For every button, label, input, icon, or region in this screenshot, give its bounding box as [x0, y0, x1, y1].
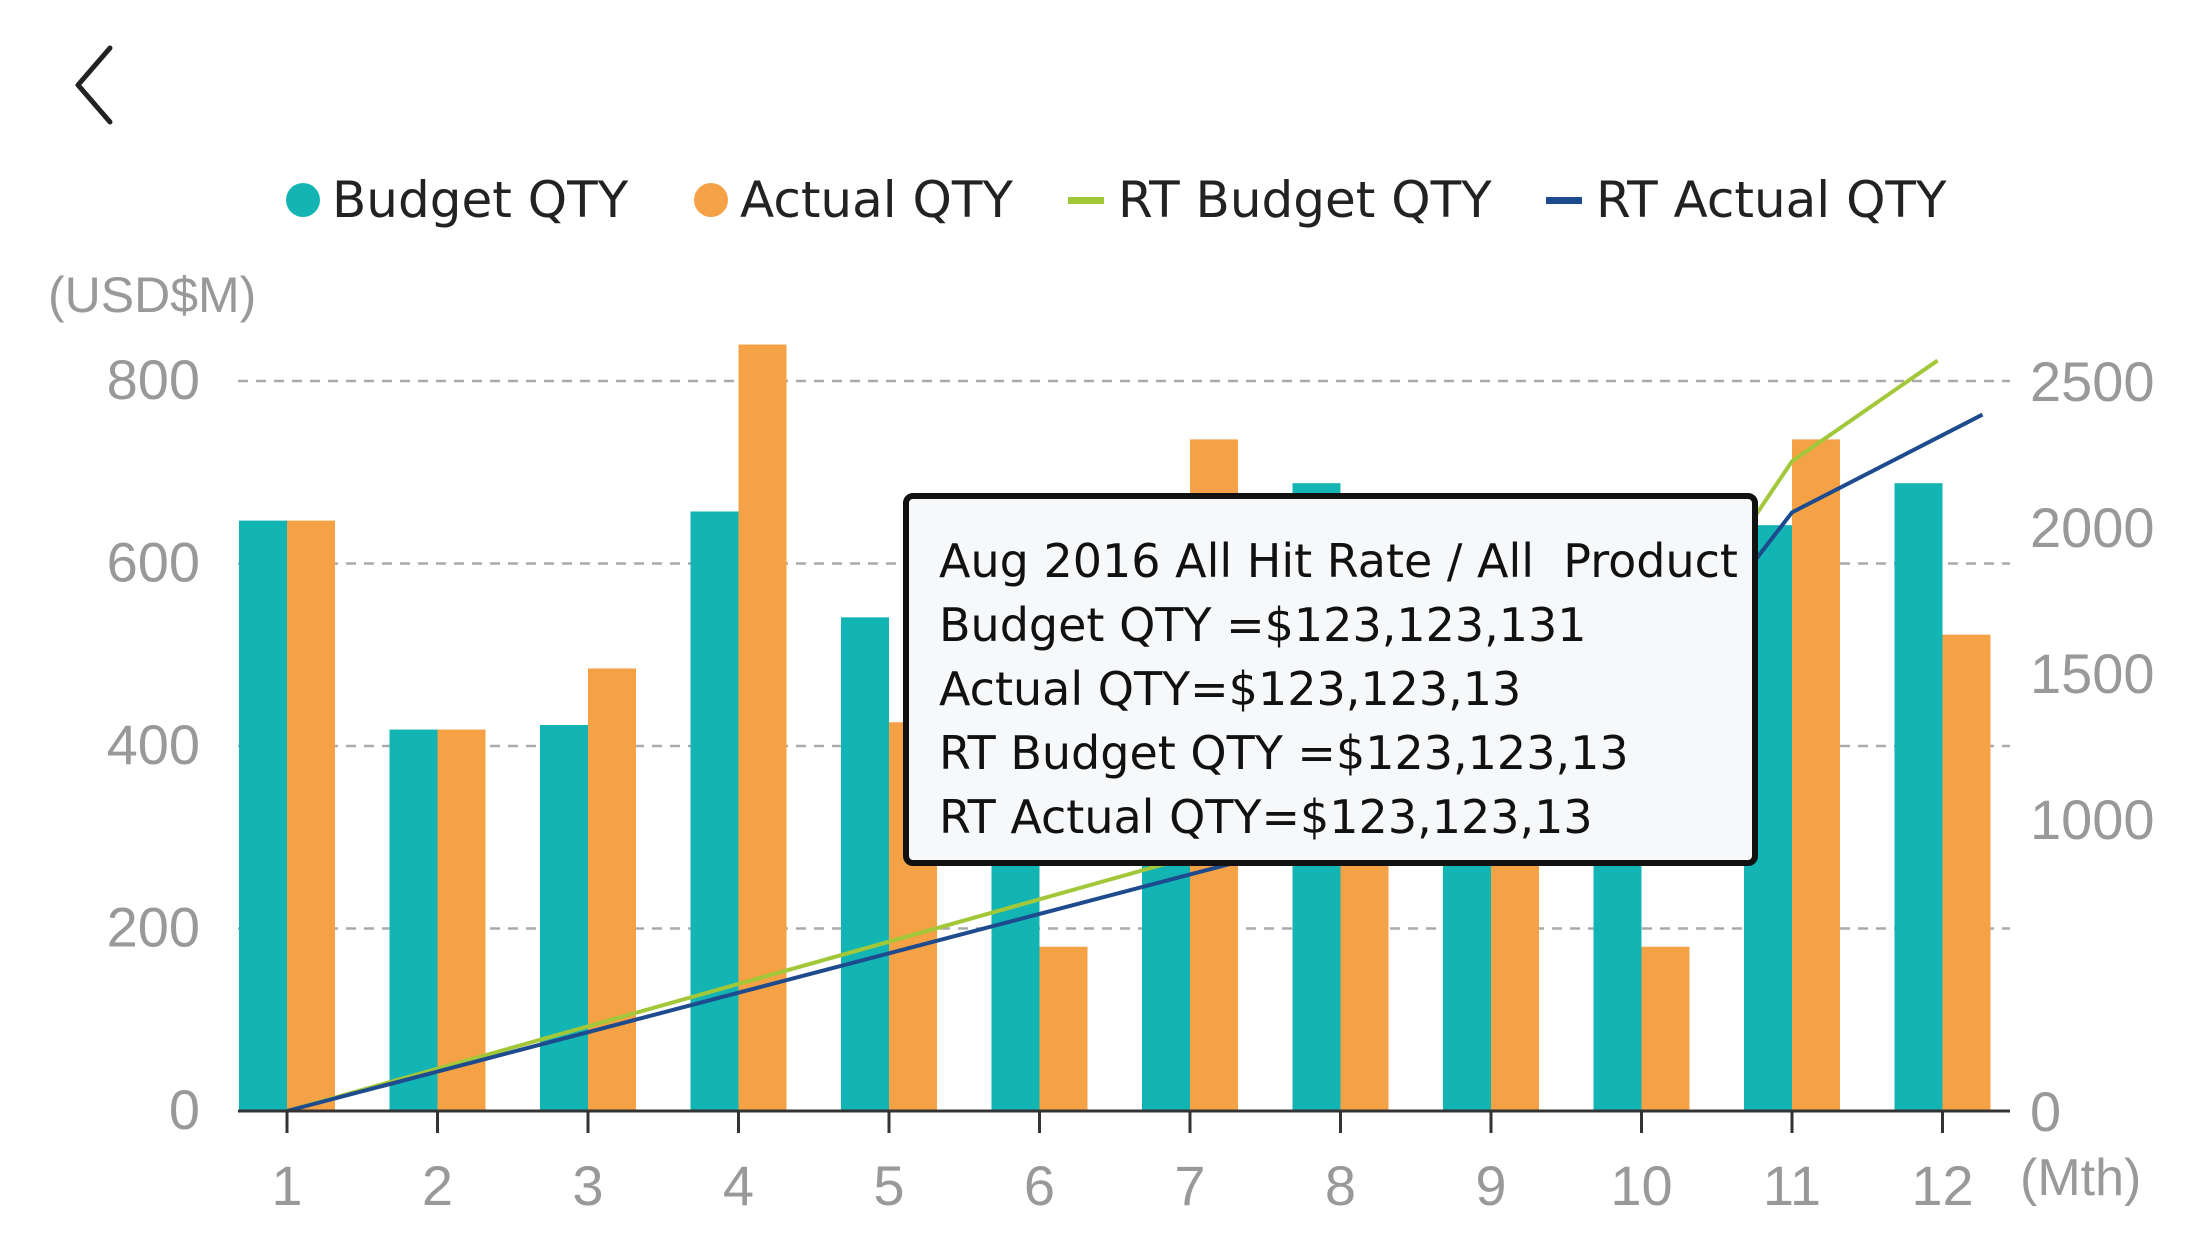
- x-axis-tick-label: 6: [1024, 1154, 1055, 1217]
- bar-budget-qty: [841, 617, 889, 1111]
- x-axis-tick-label: 2: [422, 1154, 453, 1217]
- tooltip-rt-actual-qty: RT Actual QTY=$123,123,13: [939, 790, 1593, 844]
- bar-actual-qty: [1641, 946, 1690, 1111]
- legend-item-budget-qty[interactable]: Budget QTY: [286, 160, 628, 240]
- bar-actual-qty: [287, 520, 335, 1111]
- tooltip-rt-budget-qty: RT Budget QTY =$123,123,13: [939, 726, 1629, 780]
- bar-budget-qty: [690, 511, 739, 1111]
- bar-actual-qty: [1340, 837, 1389, 1111]
- legend-marker-budget-qty: [286, 183, 320, 217]
- right-axis-tick-label: 1000: [2030, 788, 2155, 851]
- legend-item-actual-qty[interactable]: Actual QTY: [694, 160, 1013, 240]
- bar-actual-qty: [437, 729, 486, 1111]
- tooltip-budget-qty: Budget QTY =$123,123,131: [939, 598, 1587, 652]
- left-axis-tick-label: 800: [107, 348, 200, 411]
- legend-label: Actual QTY: [740, 171, 1013, 229]
- left-axis-unit-label: (USD$M): [48, 267, 256, 323]
- bar-budget-qty: [991, 828, 1040, 1111]
- x-axis-tick-label: 1: [271, 1154, 302, 1217]
- right-axis-tick-label: 2000: [2030, 496, 2155, 559]
- left-axis-tick-label: 0: [169, 1078, 200, 1141]
- chart-legend: Budget QTY Actual QTY RT Budget QTY RT A…: [0, 160, 2208, 240]
- x-axis-tick-label: 3: [572, 1154, 603, 1217]
- bar-actual-qty: [738, 344, 787, 1111]
- x-axis-tick-label: 4: [723, 1154, 754, 1217]
- left-axis-tick-label: 400: [107, 713, 200, 776]
- bar-budget-qty: [239, 520, 287, 1111]
- legend-label: RT Budget QTY: [1118, 171, 1492, 229]
- legend-label: RT Actual QTY: [1596, 171, 1947, 229]
- legend-marker-rt-budget-qty: [1068, 196, 1104, 204]
- bar-actual-qty: [588, 668, 636, 1111]
- left-axis-tick-label: 200: [107, 896, 200, 959]
- x-axis-tick-label: 12: [1911, 1154, 1973, 1217]
- x-axis-tick-label: 8: [1325, 1154, 1356, 1217]
- bar-actual-qty: [1792, 439, 1840, 1111]
- tooltip-title: Aug 2016 All Hit Rate / All Product: [939, 534, 1738, 588]
- tooltip-actual-qty: Actual QTY=$123,123,13: [939, 662, 1522, 716]
- legend-label: Budget QTY: [332, 171, 629, 229]
- legend-marker-rt-actual-qty: [1546, 196, 1582, 204]
- legend-item-rt-budget-qty[interactable]: RT Budget QTY: [1068, 160, 1492, 240]
- x-axis-unit-label: (Mth): [2020, 1149, 2141, 1207]
- right-axis-tick-label: 1500: [2030, 642, 2155, 705]
- right-axis-tick-label: 0: [2030, 1080, 2061, 1143]
- x-axis-tick-label: 9: [1475, 1154, 1506, 1217]
- bar-budget-qty: [389, 729, 438, 1111]
- x-axis-tick-label: 10: [1610, 1154, 1672, 1217]
- chevron-left-icon: [75, 45, 113, 125]
- data-tooltip: Aug 2016 All Hit Rate / All Product Budg…: [903, 493, 1758, 866]
- x-axis-tick-label: 5: [873, 1154, 904, 1217]
- bar-actual-qty: [1942, 634, 1991, 1111]
- legend-item-rt-actual-qty[interactable]: RT Actual QTY: [1546, 160, 1947, 240]
- x-axis-tick-label: 11: [1763, 1154, 1821, 1217]
- back-button[interactable]: [58, 40, 138, 130]
- legend-marker-actual-qty: [694, 183, 728, 217]
- right-axis-tick-label: 2500: [2030, 350, 2155, 413]
- x-axis-tick-label: 7: [1174, 1154, 1205, 1217]
- bar-actual-qty: [1039, 946, 1088, 1111]
- bar-budget-qty: [1894, 483, 1943, 1111]
- left-axis-tick-label: 600: [107, 531, 200, 594]
- bar-budget-qty: [540, 725, 588, 1111]
